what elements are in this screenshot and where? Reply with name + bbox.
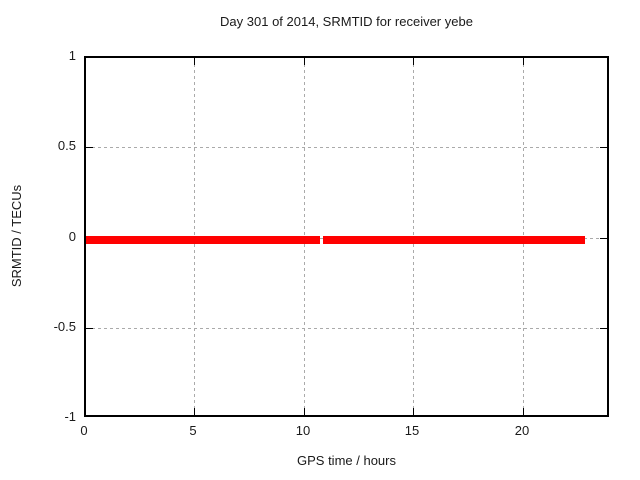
x-tick-top [413, 58, 414, 65]
x-tick-bottom [194, 408, 195, 415]
y-gridline [86, 147, 607, 148]
y-tick-left [86, 147, 93, 148]
x-tick-bottom [304, 408, 305, 415]
y-tick-label: 1 [68, 48, 76, 63]
x-tick-label: 10 [295, 423, 311, 438]
y-tick-right [600, 328, 607, 329]
x-axis-label: GPS time / hours [297, 453, 396, 468]
x-tick-label: 5 [189, 423, 197, 438]
data-series-segment [323, 236, 585, 244]
x-tick-bottom [523, 408, 524, 415]
chart-title: Day 301 of 2014, SRMTID for receiver yeb… [220, 14, 473, 29]
y-tick-label: -1 [64, 409, 76, 424]
x-tick-bottom [413, 408, 414, 415]
y-tick-left [86, 328, 93, 329]
x-tick-label: 20 [514, 423, 530, 438]
y-tick-label: -0.5 [53, 319, 76, 334]
x-tick-top [523, 58, 524, 65]
x-tick-top [194, 58, 195, 65]
x-tick-label: 0 [80, 423, 88, 438]
y-tick-right [600, 147, 607, 148]
x-tick-label: 15 [404, 423, 420, 438]
y-tick-label: 0 [68, 229, 76, 244]
y-tick-label: 0.5 [57, 138, 76, 153]
data-series-segment [86, 236, 320, 244]
y-gridline [86, 328, 607, 329]
x-tick-top [304, 58, 305, 65]
plot-area [84, 56, 609, 417]
y-tick-right [600, 238, 607, 239]
